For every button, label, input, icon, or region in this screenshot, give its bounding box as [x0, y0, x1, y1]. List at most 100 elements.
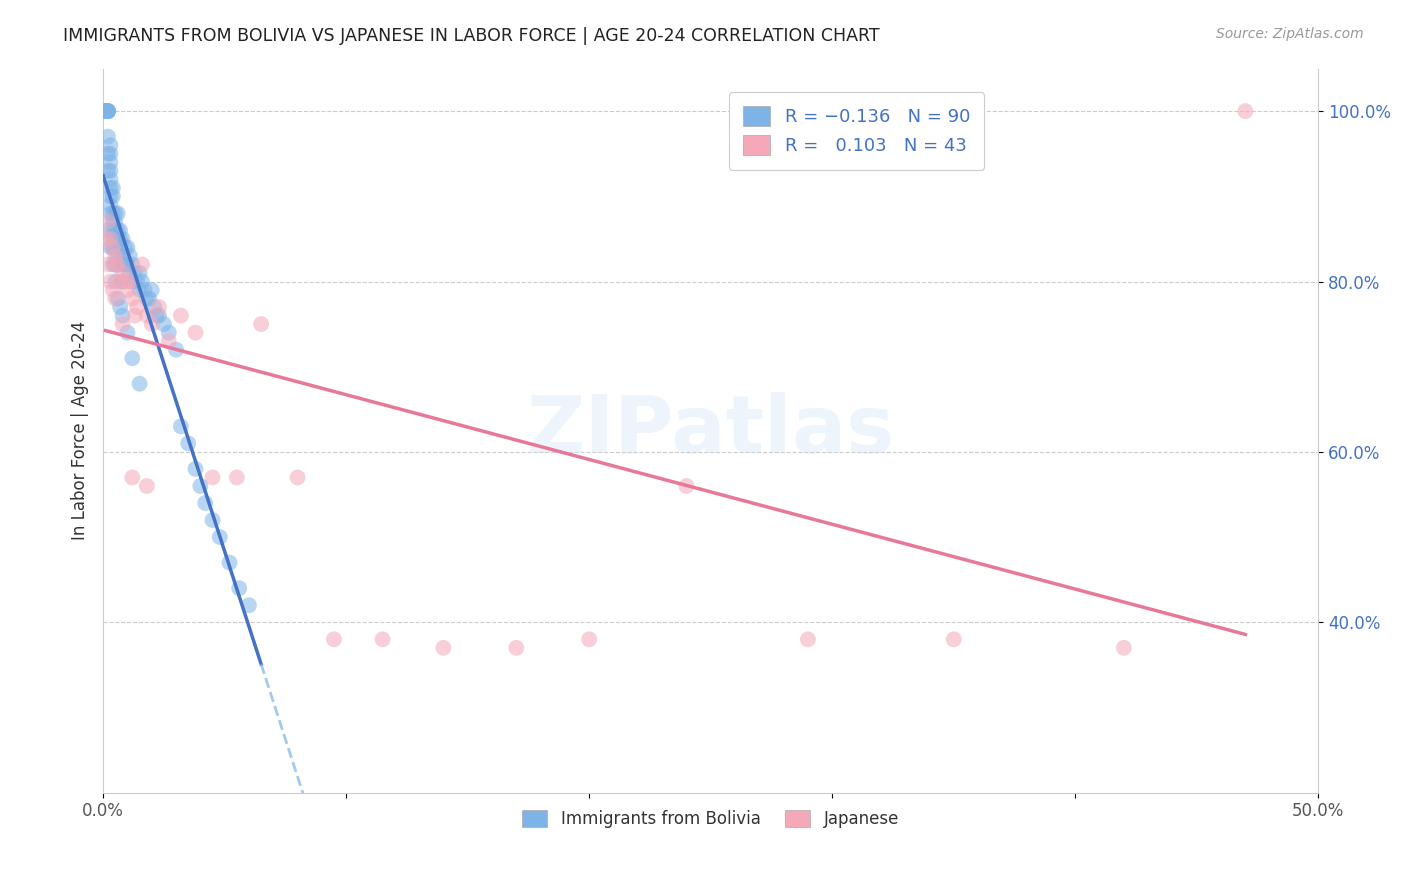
Point [104, 206, 127, 220]
Point [108, 275, 131, 289]
Point [97, 104, 120, 119]
Point [128, 266, 150, 280]
Point [100, 240, 122, 254]
Point [101, 283, 124, 297]
Point [111, 257, 134, 271]
Point [97, 215, 120, 229]
Point [165, 343, 187, 357]
Point [97, 104, 120, 119]
Point [157, 334, 180, 348]
Point [104, 275, 127, 289]
Point [104, 257, 127, 271]
Point [141, 283, 163, 297]
Point [97, 163, 120, 178]
Point [101, 232, 124, 246]
Point [100, 275, 122, 289]
Point [128, 376, 150, 391]
Point [170, 419, 193, 434]
Point [101, 189, 124, 203]
Point [111, 309, 134, 323]
Text: ZIPatlas: ZIPatlas [527, 392, 894, 469]
Point [104, 223, 127, 237]
Point [201, 513, 224, 527]
Point [100, 138, 122, 153]
Point [432, 640, 454, 655]
Point [578, 632, 600, 647]
Point [124, 309, 146, 323]
Point [135, 479, 157, 493]
Point [100, 189, 122, 203]
Point [797, 632, 820, 647]
Point [157, 326, 180, 340]
Point [111, 266, 134, 280]
Point [127, 300, 149, 314]
Point [100, 181, 122, 195]
Point [208, 530, 231, 544]
Point [104, 257, 127, 271]
Point [101, 206, 124, 220]
Point [250, 317, 273, 331]
Point [107, 257, 129, 271]
Point [117, 326, 139, 340]
Point [111, 275, 134, 289]
Point [117, 240, 139, 254]
Point [121, 470, 143, 484]
Point [117, 257, 139, 271]
Point [675, 479, 697, 493]
Point [111, 249, 134, 263]
Point [101, 240, 124, 254]
Point [104, 292, 127, 306]
Point [114, 275, 136, 289]
Point [117, 283, 139, 297]
Point [114, 240, 136, 254]
Point [121, 257, 143, 271]
Point [143, 300, 166, 314]
Point [287, 470, 309, 484]
Point [118, 249, 141, 263]
Point [107, 292, 129, 306]
Point [371, 632, 394, 647]
Point [101, 257, 124, 271]
Point [170, 309, 193, 323]
Point [145, 309, 167, 323]
Point [135, 309, 157, 323]
Point [194, 496, 217, 510]
Point [101, 215, 124, 229]
Point [97, 257, 120, 271]
Point [1234, 104, 1257, 119]
Point [108, 240, 131, 254]
Point [97, 146, 120, 161]
Point [118, 266, 141, 280]
Point [148, 300, 170, 314]
Point [121, 351, 143, 366]
Point [153, 317, 176, 331]
Point [100, 172, 122, 186]
Point [94, 104, 117, 119]
Point [121, 275, 143, 289]
Point [134, 283, 156, 297]
Point [100, 198, 122, 212]
Point [121, 292, 143, 306]
Point [323, 632, 346, 647]
Point [218, 556, 240, 570]
Point [108, 223, 131, 237]
Point [108, 232, 131, 246]
Point [107, 232, 129, 246]
Point [100, 155, 122, 169]
Point [94, 104, 117, 119]
Point [108, 300, 131, 314]
Point [124, 266, 146, 280]
Point [100, 146, 122, 161]
Text: Source: ZipAtlas.com: Source: ZipAtlas.com [1216, 27, 1364, 41]
Point [128, 283, 150, 297]
Point [94, 232, 117, 246]
Point [942, 632, 965, 647]
Point [114, 257, 136, 271]
Point [141, 317, 163, 331]
Point [201, 470, 224, 484]
Point [238, 599, 260, 613]
Point [131, 257, 153, 271]
Point [148, 309, 170, 323]
Point [107, 249, 129, 263]
Point [135, 292, 157, 306]
